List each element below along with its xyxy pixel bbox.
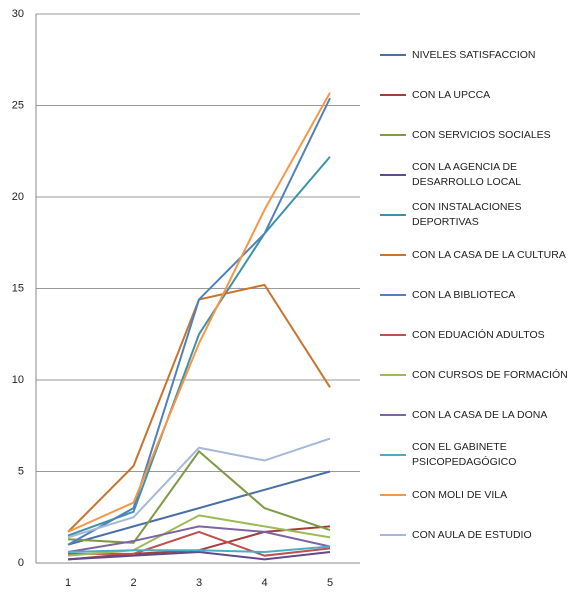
series-line xyxy=(67,470,331,546)
legend-swatch xyxy=(380,534,406,536)
x-tick-label: 2 xyxy=(130,577,136,589)
legend-swatch xyxy=(380,334,406,336)
legend-label: CON LA CASA DE LA CULTURA xyxy=(412,248,566,261)
series-line xyxy=(67,545,331,554)
legend-swatch xyxy=(380,94,406,96)
series-line xyxy=(68,530,331,557)
x-tick-label: 4 xyxy=(261,577,267,589)
legend-label: CON CURSOS DE FORMACIÓN xyxy=(412,368,568,381)
y-tick-label: 10 xyxy=(12,374,24,386)
legend-item: CON LA UPCCA xyxy=(380,75,570,115)
x-tick-label: 1 xyxy=(65,577,71,589)
series-line xyxy=(67,92,331,533)
legend-item: CON LA CASA DE LA CULTURA xyxy=(380,235,570,275)
series-line xyxy=(67,449,331,544)
legend-label: CON INSTALACIONES DEPORTIVAS xyxy=(412,201,522,228)
legend-label: CON LA CASA DE LA DONA xyxy=(412,408,548,421)
legend-swatch xyxy=(380,454,406,456)
y-tick-label: 20 xyxy=(12,191,24,203)
y-tick-label: 30 xyxy=(12,8,24,20)
legend-label: CON LA AGENCIA DE DESARROLLO LOCAL xyxy=(412,161,522,188)
legend-item: CON CURSOS DE FORMACIÓN xyxy=(380,355,570,395)
legend-swatch xyxy=(380,254,406,256)
legend-swatch xyxy=(380,174,406,176)
legend-swatch xyxy=(380,214,406,216)
y-tick-label: 15 xyxy=(12,282,24,294)
x-tick-label: 3 xyxy=(196,577,202,589)
legend-item: CON LA CASA DE LA DONA xyxy=(380,395,570,435)
y-tick-label: 0 xyxy=(18,557,24,569)
series-line xyxy=(67,156,331,537)
legend-label: CON EL GABINETE PSICOPEDAGÓGICO xyxy=(412,441,517,468)
legend-swatch xyxy=(380,494,406,496)
legend-swatch xyxy=(380,54,406,56)
legend-swatch xyxy=(380,374,406,376)
series-line xyxy=(67,525,331,554)
series-line xyxy=(67,551,331,561)
x-tick-label: 5 xyxy=(327,577,333,589)
legend-item: CON EDUACIÓN ADULTOS xyxy=(380,315,570,355)
legend-item: CON AULA DE ESTUDIO xyxy=(380,515,570,555)
legend-label: CON MOLI DE VILA xyxy=(412,488,508,501)
series-line xyxy=(67,437,331,539)
series-line xyxy=(67,283,331,533)
legend-item: CON LA AGENCIA DE DESARROLLO LOCAL xyxy=(380,155,570,195)
legend-item: NIVELES SATISFACCION xyxy=(380,35,570,75)
legend-label: CON EDUACIÓN ADULTOS xyxy=(412,328,545,341)
legend-item: CON EL GABINETE PSICOPEDAGÓGICO xyxy=(380,435,570,475)
legend-label: NIVELES SATISFACCION xyxy=(412,48,536,61)
legend-swatch xyxy=(380,414,406,416)
legend-item: CON SERVICIOS SOCIALES xyxy=(380,115,570,155)
legend-label: CON AULA DE ESTUDIO xyxy=(412,528,532,541)
legend-item: CON INSTALACIONES DEPORTIVAS xyxy=(380,195,570,235)
legend-swatch xyxy=(380,294,406,296)
legend-label: CON LA BIBLIOTECA xyxy=(412,288,516,301)
legend-swatch xyxy=(380,134,406,136)
y-tick-label: 25 xyxy=(12,99,24,111)
y-tick-label: 5 xyxy=(18,465,24,477)
legend-item: CON LA BIBLIOTECA xyxy=(380,275,570,315)
legend-item: CON MOLI DE VILA xyxy=(380,475,570,515)
series-line xyxy=(67,97,331,546)
series-line xyxy=(67,514,331,557)
legend-label: CON LA UPCCA xyxy=(412,88,491,101)
legend-label: CON SERVICIOS SOCIALES xyxy=(412,128,551,141)
